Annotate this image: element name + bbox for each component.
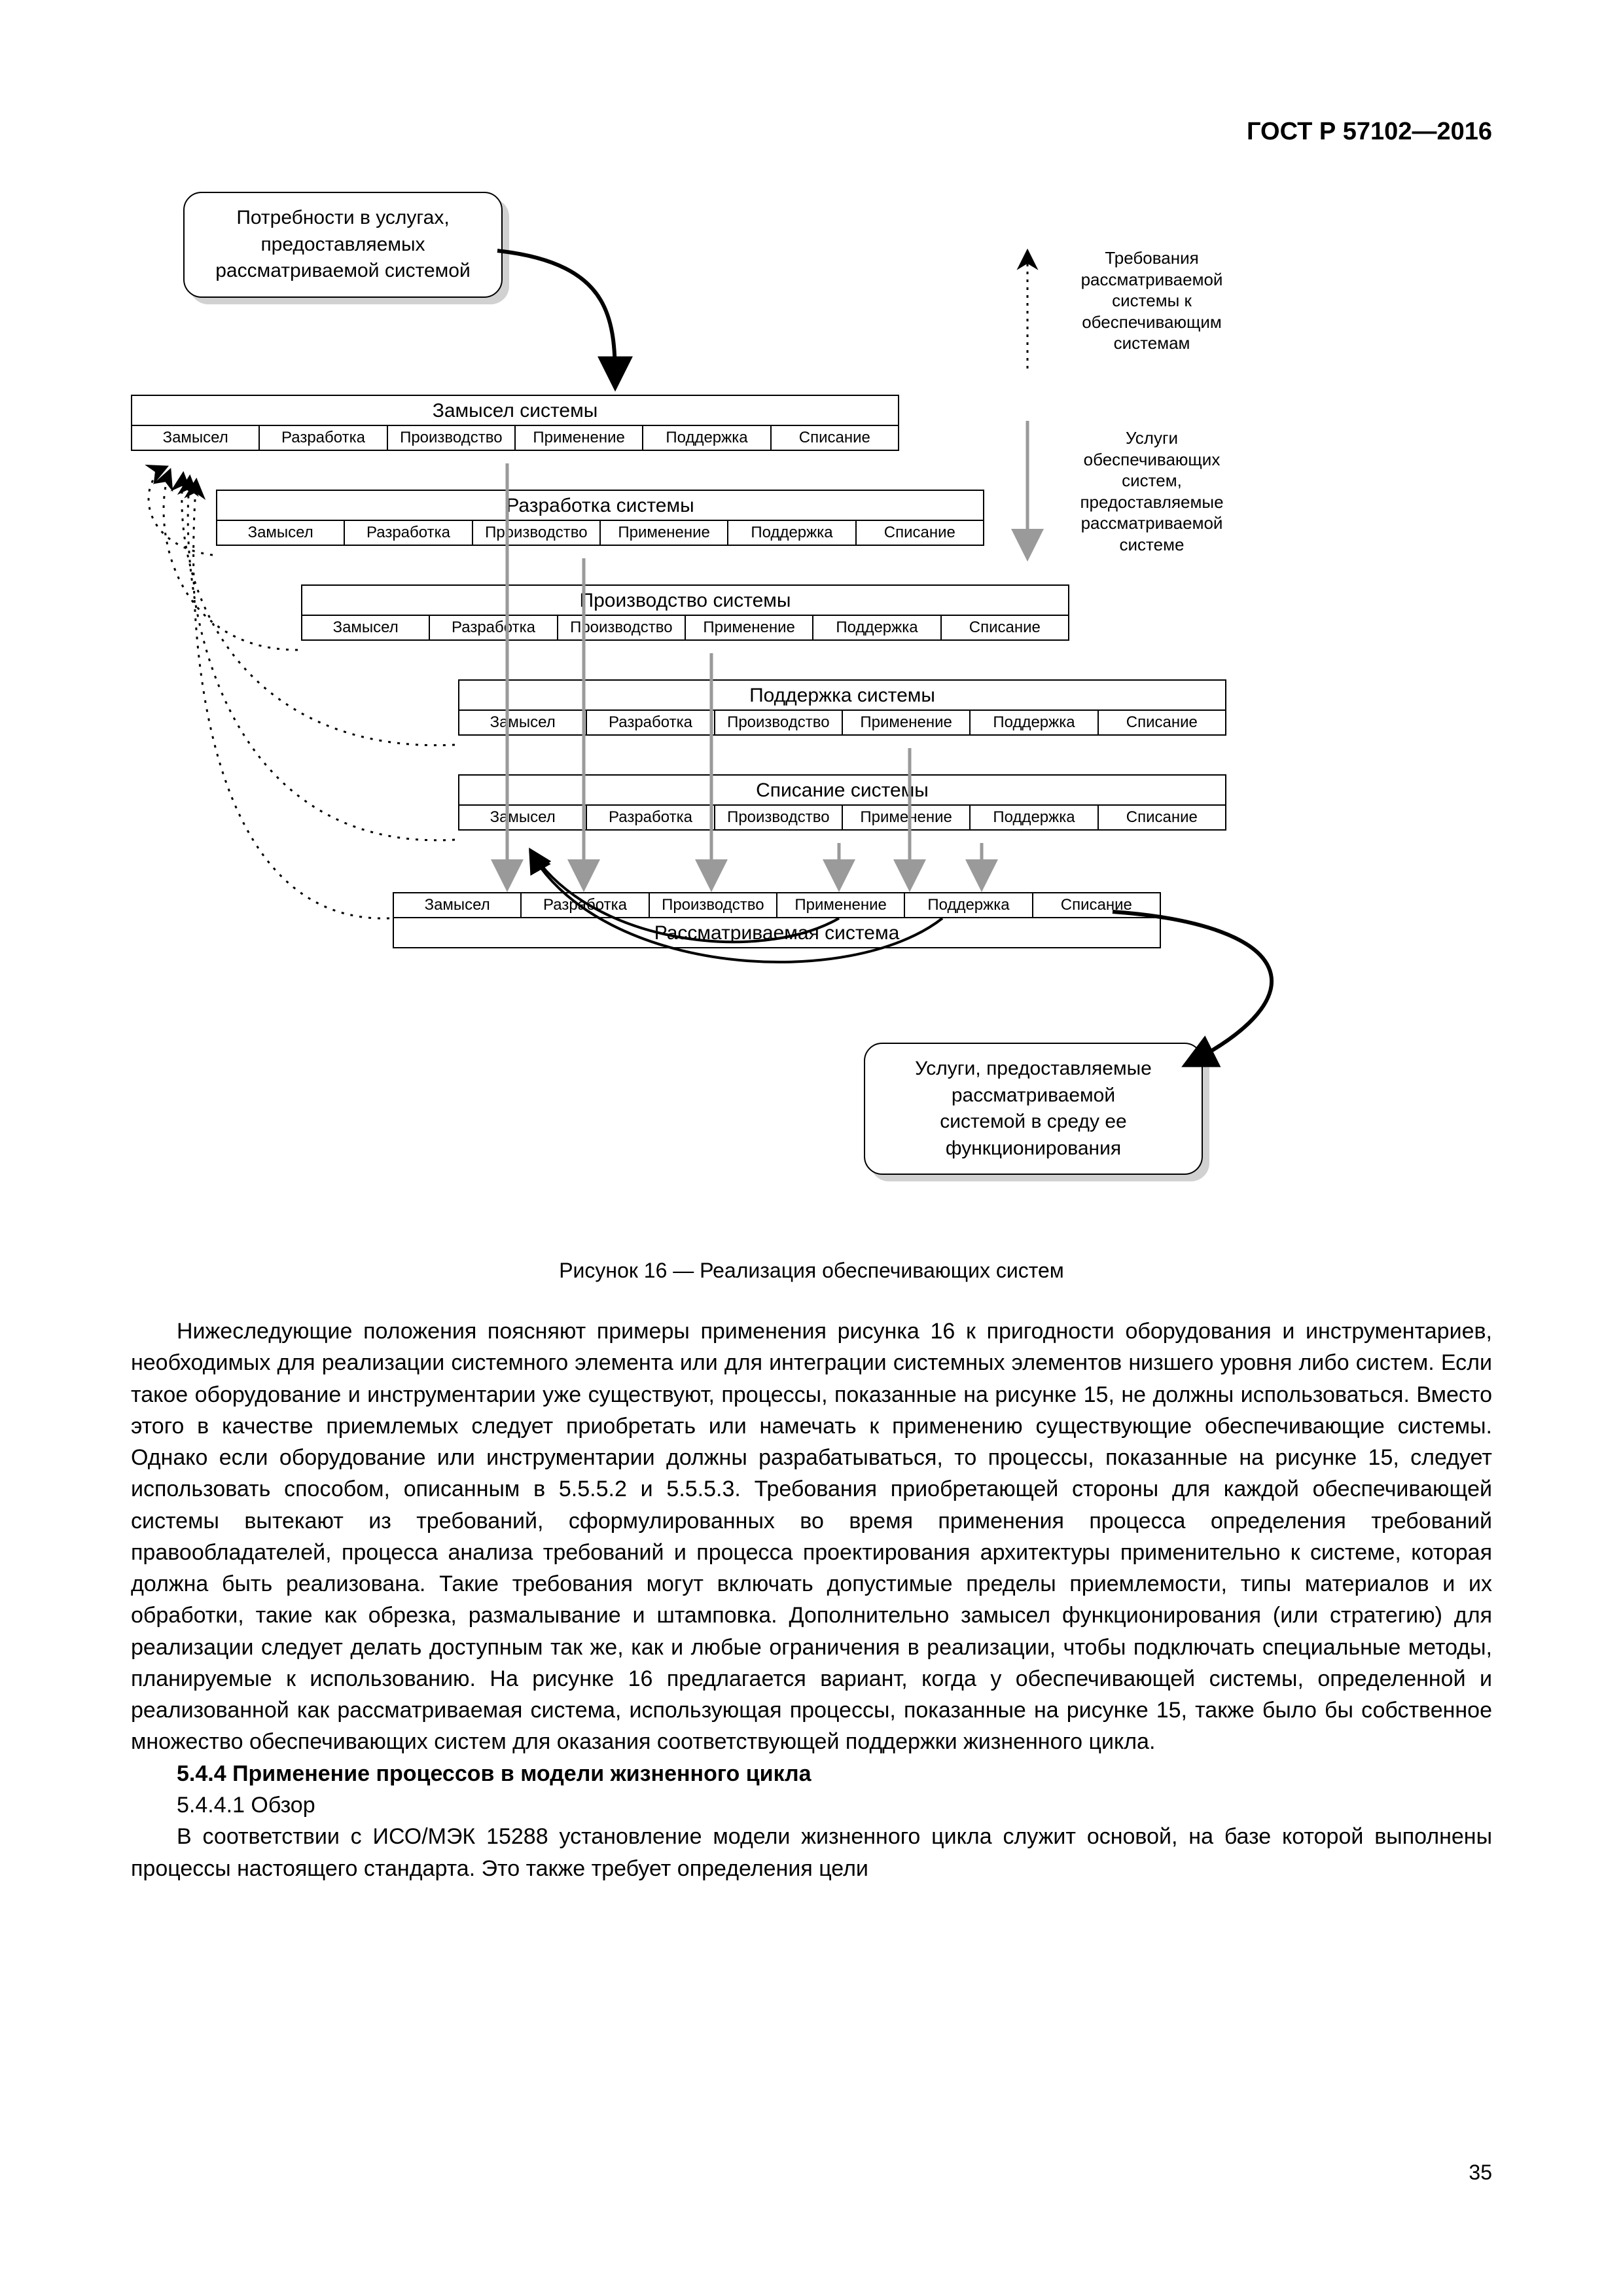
lifecycle-row-5: ЗамыселРазработкаПроизводствоПрименениеП… — [393, 892, 1161, 948]
lifecycle-title: Замысел системы — [132, 396, 898, 425]
page-number: 35 — [1469, 2161, 1492, 2185]
needs-box: Потребности в услугах,предоставляемыхрас… — [183, 192, 503, 298]
lifecycle-stage: Поддержка — [727, 521, 855, 545]
body-text: Нижеследующие положения поясняют примеры… — [131, 1316, 1492, 1884]
lifecycle-stage: Списание — [1097, 711, 1225, 734]
doc-header: ГОСТ Р 57102—2016 — [131, 118, 1492, 146]
lifecycle-row-0: Замысел системыЗамыселРазработкаПроизвод… — [131, 395, 899, 451]
lifecycle-stage: Производство — [472, 521, 599, 545]
lifecycle-stage: Производство — [714, 711, 842, 734]
lifecycle-stage: Применение — [842, 806, 969, 829]
lifecycle-stage: Замысел — [394, 893, 520, 917]
lifecycle-row-3: Поддержка системыЗамыселРазработкаПроизв… — [458, 679, 1226, 736]
paragraph-2: В соответствии с ИСО/МЭК 15288 установле… — [131, 1821, 1492, 1884]
lifecycle-stage: Разработка — [520, 893, 648, 917]
lifecycle-stage: Замысел — [459, 711, 586, 734]
lifecycle-title: Списание системы — [459, 776, 1225, 804]
lifecycle-stage: Применение — [842, 711, 969, 734]
lifecycle-stages: ЗамыселРазработкаПроизводствоПрименениеП… — [459, 804, 1225, 829]
lifecycle-stage: Поддержка — [642, 426, 770, 450]
lifecycle-stage: Поддержка — [904, 893, 1031, 917]
heading-544: 5.4.4 Применение процессов в модели жизн… — [131, 1758, 1492, 1789]
lifecycle-stage: Производство — [714, 806, 842, 829]
lifecycle-stage: Производство — [649, 893, 776, 917]
lifecycle-stage: Списание — [770, 426, 898, 450]
lifecycle-stages: ЗамыселРазработкаПроизводствоПрименениеП… — [302, 615, 1068, 639]
lifecycle-stage: Производство — [557, 616, 685, 639]
lifecycle-stage: Замысел — [217, 521, 344, 545]
lifecycle-stage: Списание — [855, 521, 983, 545]
lifecycle-stage: Разработка — [259, 426, 386, 450]
annotation-services: Услугиобеспечивающихсистем,предоставляем… — [1047, 427, 1257, 555]
lifecycle-row-1: Разработка системыЗамыселРазработкаПроиз… — [216, 490, 984, 546]
lifecycle-stage: Применение — [514, 426, 642, 450]
lifecycle-stage: Применение — [599, 521, 727, 545]
figure-caption: Рисунок 16 — Реализация обеспечивающих с… — [131, 1259, 1492, 1283]
lifecycle-title: Разработка системы — [217, 491, 983, 520]
lifecycle-stage: Списание — [1032, 893, 1160, 917]
lifecycle-title: Производство системы — [302, 586, 1068, 615]
lifecycle-stage: Списание — [940, 616, 1068, 639]
lifecycle-stage: Поддержка — [812, 616, 940, 639]
paragraph-1: Нижеследующие положения поясняют примеры… — [131, 1316, 1492, 1758]
lifecycle-stage: Применение — [685, 616, 812, 639]
lifecycle-stages: ЗамыселРазработкаПроизводствоПрименениеП… — [459, 709, 1225, 734]
lifecycle-title: Рассматриваемая система — [394, 917, 1160, 947]
lifecycle-row-4: Списание системыЗамыселРазработкаПроизво… — [458, 774, 1226, 831]
lifecycle-stage: Разработка — [429, 616, 556, 639]
lifecycle-stage: Разработка — [586, 806, 713, 829]
lifecycle-stage: Замысел — [132, 426, 259, 450]
lifecycle-stage: Списание — [1097, 806, 1225, 829]
services-box: Услуги, предоставляемыерассматриваемойси… — [864, 1043, 1203, 1175]
lifecycle-row-2: Производство системыЗамыселРазработкаПро… — [301, 584, 1069, 641]
lifecycle-stage: Замысел — [459, 806, 586, 829]
lifecycle-stage: Поддержка — [969, 806, 1097, 829]
lifecycle-title: Поддержка системы — [459, 681, 1225, 709]
figure-16: Потребности в услугах,предоставляемыхрас… — [131, 192, 1492, 1239]
lifecycle-stages: ЗамыселРазработкаПроизводствоПрименениеП… — [132, 425, 898, 450]
lifecycle-stage: Поддержка — [969, 711, 1097, 734]
lifecycle-stage: Разработка — [586, 711, 713, 734]
lifecycle-stage: Разработка — [344, 521, 471, 545]
lifecycle-stage: Применение — [776, 893, 904, 917]
lifecycle-stages: ЗамыселРазработкаПроизводствоПрименениеП… — [217, 520, 983, 545]
heading-5441: 5.4.4.1 Обзор — [131, 1789, 1492, 1821]
lifecycle-stage: Производство — [387, 426, 514, 450]
annotation-requirements: Требованиярассматриваемойсистемы кобеспе… — [1047, 247, 1257, 354]
lifecycle-stage: Замысел — [302, 616, 429, 639]
lifecycle-stages: ЗамыселРазработкаПроизводствоПрименениеП… — [394, 893, 1160, 917]
